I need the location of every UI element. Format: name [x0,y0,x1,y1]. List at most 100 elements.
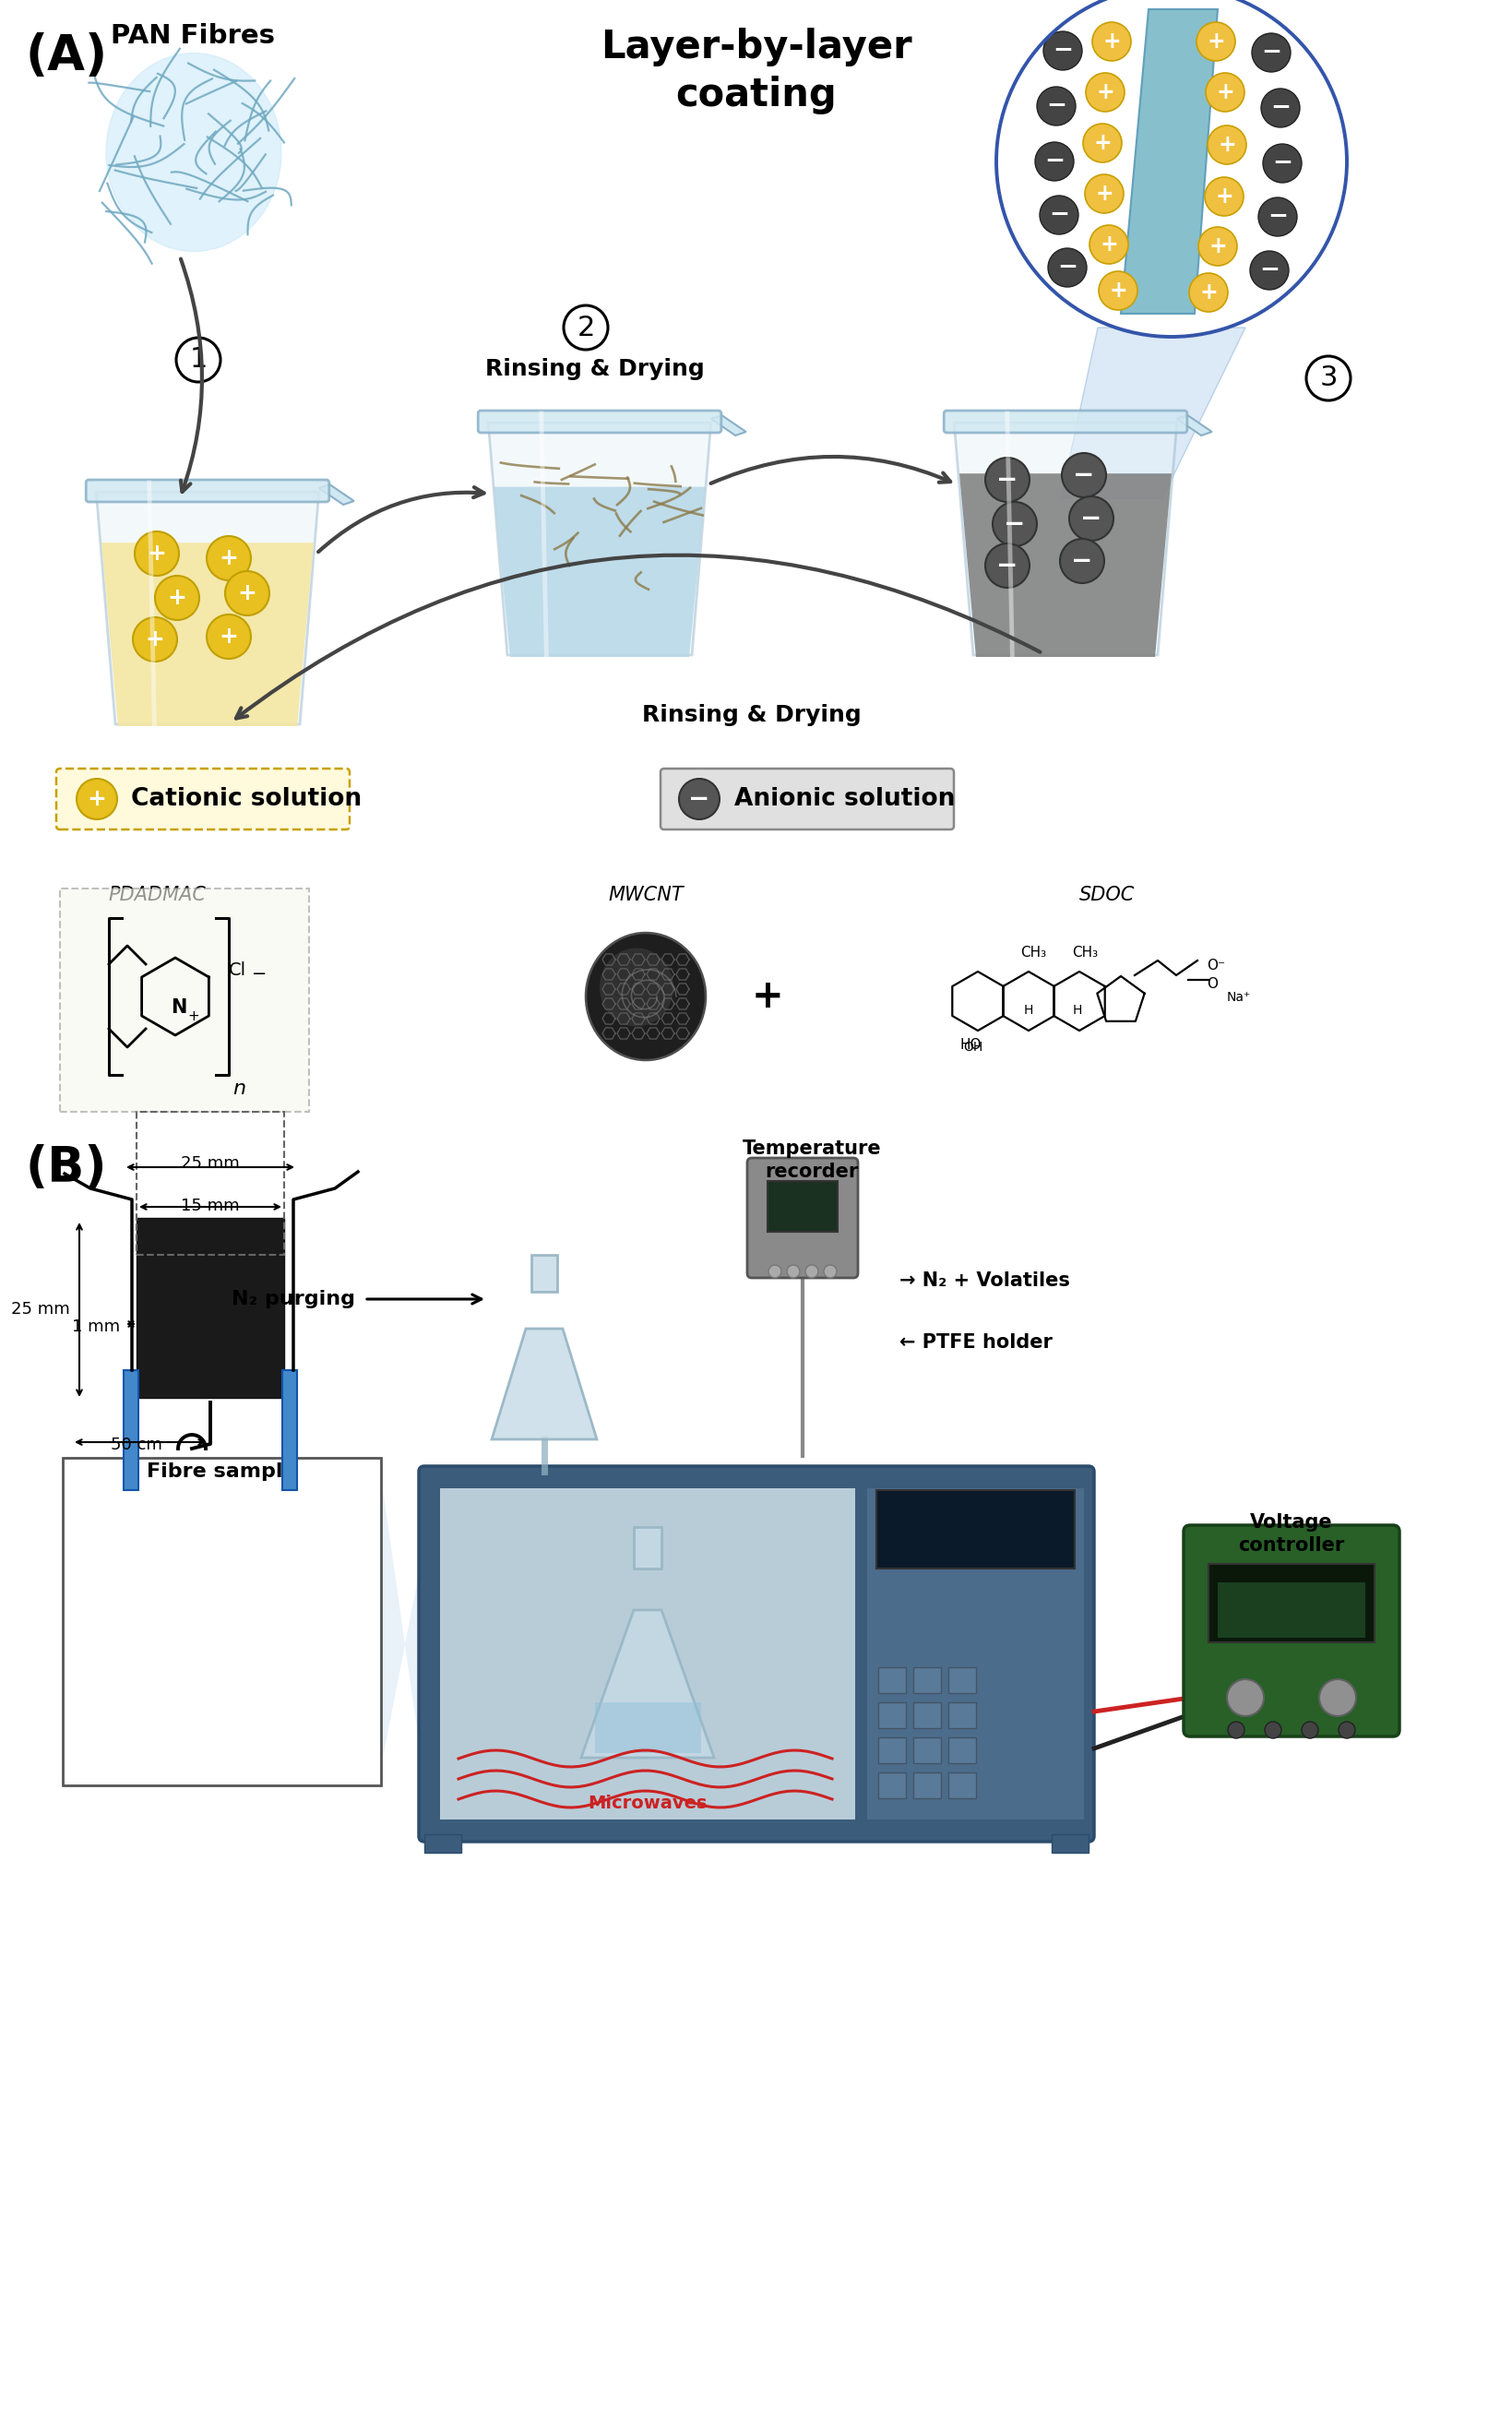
Bar [136,1217,284,1398]
Text: Fibre sample: Fibre sample [147,1463,296,1480]
Circle shape [768,1265,780,1277]
Circle shape [1198,227,1237,265]
Text: −: − [1048,202,1069,227]
Bar [877,1771,906,1798]
Circle shape [1207,125,1246,164]
Bar [877,1738,906,1764]
Text: +: + [1102,31,1120,53]
FancyBboxPatch shape [419,1465,1093,1841]
Circle shape [1034,142,1074,181]
Circle shape [996,0,1346,337]
Text: +: + [1099,234,1117,255]
Text: ← PTFE holder: ← PTFE holder [900,1333,1052,1352]
Polygon shape [1176,415,1211,436]
Circle shape [1249,251,1288,289]
Circle shape [1084,174,1123,212]
Text: +: + [219,547,239,569]
Circle shape [1305,357,1350,400]
FancyBboxPatch shape [60,889,308,1111]
Bar [913,1771,940,1798]
Circle shape [1263,145,1300,183]
Text: −: − [1267,205,1287,229]
Text: +: + [1108,280,1126,301]
Text: n: n [233,1080,245,1099]
Text: HO: HO [959,1039,981,1053]
FancyBboxPatch shape [478,410,721,434]
Polygon shape [711,415,745,436]
Bar [531,1256,556,1292]
Text: −: − [251,966,266,983]
Text: Rinsing & Drying: Rinsing & Drying [641,704,860,725]
Bar [948,1738,975,1764]
Text: +: + [147,542,166,564]
Circle shape [984,458,1028,501]
Polygon shape [959,472,1170,658]
Polygon shape [954,422,1176,656]
Polygon shape [491,1328,597,1439]
FancyBboxPatch shape [943,410,1187,434]
Circle shape [1069,496,1113,540]
Circle shape [1086,72,1123,111]
Polygon shape [1060,328,1244,499]
Bar [62,1458,381,1786]
Text: H: H [1072,1005,1081,1017]
Circle shape [1228,1721,1244,1738]
Text: −: − [1004,511,1025,537]
Text: 25 mm: 25 mm [11,1301,70,1318]
Ellipse shape [585,933,705,1060]
Bar [877,1701,906,1728]
Circle shape [1318,1680,1355,1716]
Circle shape [804,1265,818,1277]
Text: Anionic solution: Anionic solution [733,788,954,812]
Bar [136,1111,284,1256]
Text: −: − [1057,255,1077,280]
Text: Voltage
controller: Voltage controller [1238,1513,1344,1554]
Polygon shape [381,1477,423,1781]
Text: 1 mm: 1 mm [71,1318,119,1335]
Text: Na⁺: Na⁺ [1226,991,1250,1005]
Bar [1217,1583,1364,1639]
Circle shape [1204,178,1243,217]
Circle shape [1188,272,1228,311]
Text: +: + [1217,135,1235,157]
Text: N: N [171,998,187,1017]
Bar [423,1834,461,1853]
Text: H: H [1024,1005,1033,1017]
Circle shape [1264,1721,1281,1738]
Text: 25 mm: 25 mm [181,1154,239,1171]
Text: +: + [1095,82,1114,104]
Bar [948,1668,975,1694]
Text: Layer-by-layer
coating: Layer-by-layer coating [600,27,912,113]
Text: +: + [237,583,257,605]
Circle shape [1250,34,1290,72]
Circle shape [1089,224,1128,263]
Circle shape [77,778,116,819]
Circle shape [207,615,251,658]
Text: 2: 2 [576,313,594,340]
Text: PDADMAC: PDADMAC [107,887,206,904]
Text: 15 mm: 15 mm [181,1198,239,1215]
Ellipse shape [106,53,281,251]
Bar [877,1668,906,1694]
Text: +: + [88,788,106,810]
Circle shape [1061,453,1105,496]
Text: Microwaves: Microwaves [588,1795,708,1812]
Text: O: O [1207,978,1217,991]
Text: +: + [219,627,239,648]
Polygon shape [319,484,354,504]
Text: +: + [1093,133,1111,154]
Text: (A): (A) [26,31,107,80]
Polygon shape [97,492,319,725]
Text: −: − [1272,152,1291,176]
Text: (B): (B) [26,1145,107,1193]
Text: −: − [1258,258,1279,282]
Bar [1208,1564,1374,1641]
Polygon shape [488,422,711,656]
Text: −: − [1072,463,1095,489]
Bar [875,1489,1074,1569]
Text: Cationic solution: Cationic solution [132,788,361,812]
FancyBboxPatch shape [747,1157,857,1277]
Circle shape [992,501,1036,547]
Circle shape [154,576,200,619]
Circle shape [1036,87,1075,125]
